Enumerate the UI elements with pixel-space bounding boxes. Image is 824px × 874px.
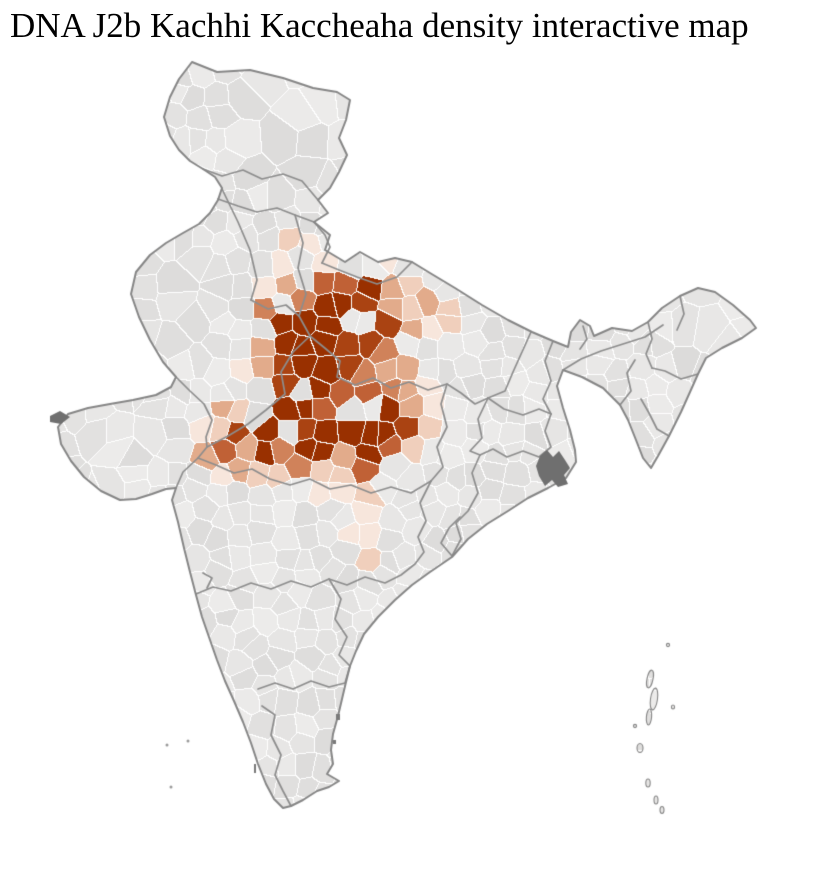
- page-title: DNA J2b Kachhi Kaccheaha density interac…: [10, 6, 749, 45]
